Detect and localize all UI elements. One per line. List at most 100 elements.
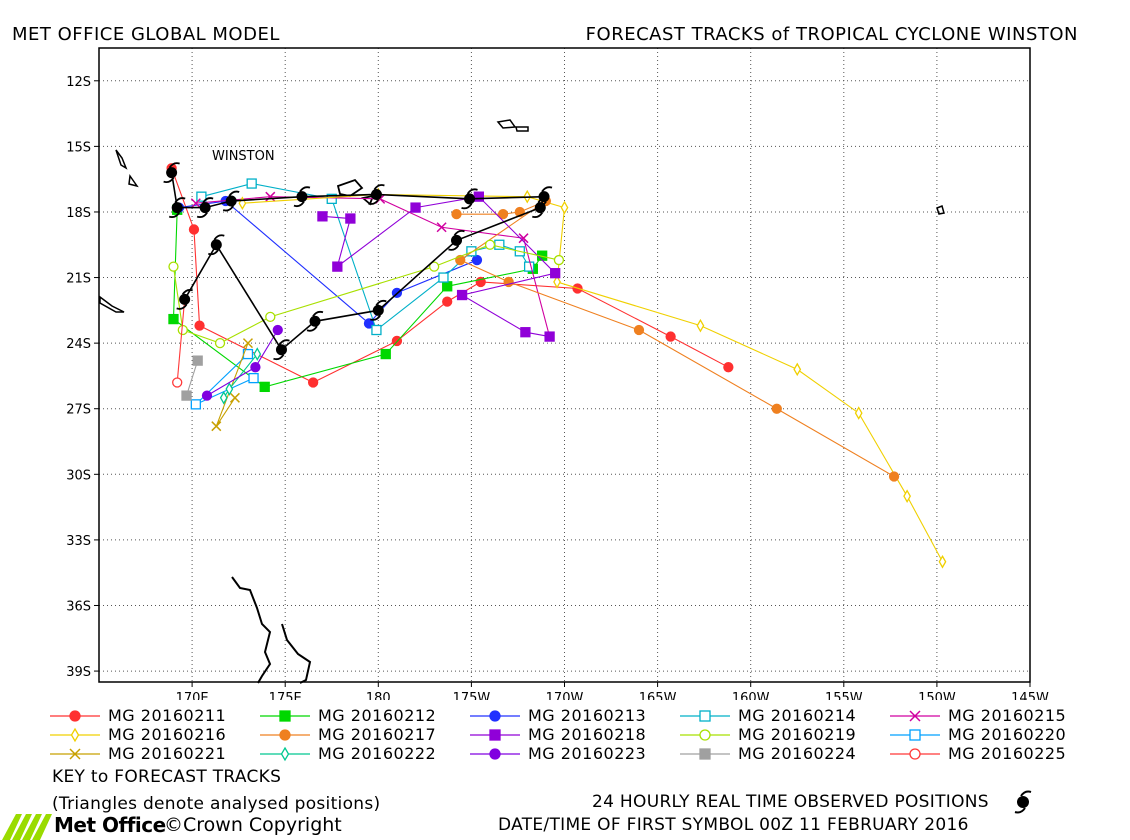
legend-label: MG 20160221 — [108, 744, 227, 763]
lat-tick-label: 21S — [66, 272, 91, 287]
lat-tick-label: 27S — [66, 403, 91, 418]
observed-position-marker — [461, 188, 478, 210]
axis-labels: 170E 175E 180 175W 170W 165W 160W 155W 150W 145W 1… — [66, 75, 1049, 700]
legend-swatch-icon — [260, 746, 310, 762]
track-marker — [214, 337, 226, 349]
forecast-track — [238, 187, 947, 569]
track-marker — [201, 390, 213, 401]
legend-marker — [280, 746, 290, 762]
coastline-fiji — [336, 178, 375, 206]
track-marker — [466, 246, 477, 257]
observed-positions-caption: 24 HOURLY REAL TIME OBSERVED POSITIONS — [592, 790, 1035, 814]
lon-tick-label: 165W — [639, 691, 677, 700]
legend-marker — [69, 748, 81, 760]
lat-tick-label: 24S — [66, 337, 91, 352]
track-marker — [246, 178, 257, 189]
legend-swatch-icon — [890, 729, 940, 741]
first-symbol-datetime: DATE/TIME OF FIRST SYMBOL 00Z 11 FEBRUAR… — [498, 815, 969, 835]
coastline-samoa — [496, 119, 529, 132]
track-line — [195, 196, 551, 337]
track-marker — [371, 324, 382, 336]
track-marker — [259, 381, 270, 393]
lat-tick-label: 15S — [66, 140, 91, 155]
observed-position-marker — [168, 197, 186, 218]
legend-label: MG 20160219 — [738, 725, 857, 744]
observed-position-marker — [532, 197, 549, 218]
observed-position-marker — [273, 339, 290, 361]
observed-position-marker — [306, 310, 324, 332]
track-marker — [190, 198, 201, 209]
storm-label: WINSTON — [212, 149, 275, 164]
legend-marker — [909, 748, 921, 760]
forecast-track — [317, 191, 561, 342]
track-marker — [410, 202, 421, 213]
track-marker — [442, 281, 453, 292]
legend-marker — [489, 748, 501, 760]
track-marker — [194, 320, 205, 331]
track-marker — [473, 191, 484, 202]
legend-label: MG 20160213 — [528, 706, 647, 725]
track-marker — [345, 213, 356, 224]
track-marker — [544, 331, 555, 342]
legend-marker — [699, 748, 711, 760]
track-marker — [456, 289, 468, 301]
track-marker — [188, 224, 200, 235]
legend-key-title: KEY to FORECAST TRACKS — [52, 767, 282, 787]
coastline-vanuatu-2 — [128, 173, 139, 188]
track-marker — [211, 421, 222, 432]
chart-title-left: MET OFFICE GLOBAL MODEL — [12, 24, 280, 45]
track-marker — [317, 211, 328, 222]
coastline-new-zealand-east — [281, 623, 312, 684]
observed-position-marker — [222, 190, 240, 212]
legend-label: MG 20160223 — [528, 744, 647, 763]
track-marker — [380, 348, 391, 360]
track-marker — [168, 261, 179, 272]
legend-swatch-icon — [470, 748, 520, 760]
track-marker — [326, 193, 337, 204]
legend-marker — [909, 710, 921, 722]
forecast-track — [181, 355, 203, 401]
legend-label: MG 20160212 — [318, 706, 437, 725]
track-marker — [520, 327, 531, 338]
track-marker — [172, 377, 183, 388]
legend-swatch-icon — [890, 710, 940, 722]
forecast-track — [219, 347, 262, 405]
observed-position-marker — [293, 186, 311, 208]
legend-swatch-icon — [680, 710, 730, 722]
observed-position-marker — [176, 289, 193, 310]
legend-marker — [279, 710, 291, 722]
track-marker — [523, 261, 535, 272]
track-marker — [248, 372, 259, 384]
track-marker — [903, 489, 912, 503]
forecast-track — [201, 324, 283, 401]
track-marker — [429, 261, 440, 272]
observed-position-marker — [370, 299, 387, 321]
forecast-track-map: 170E 175E 180 175W 170W 165W 160W 155W 150W 145W 1… — [66, 47, 1049, 700]
track-marker — [888, 471, 900, 482]
track-line — [185, 360, 199, 396]
track-line — [176, 299, 186, 383]
legend-label: MG 20160220 — [948, 725, 1067, 744]
legend-marker — [489, 729, 501, 741]
legend-swatch-icon — [890, 748, 940, 760]
track-marker — [696, 318, 705, 333]
lon-tick-label: 180 — [366, 691, 391, 700]
lat-tick-label: 36S — [66, 599, 91, 614]
track-marker — [196, 191, 207, 202]
legend-marker — [699, 729, 711, 741]
copyright-text: ©Crown Copyright — [164, 814, 342, 836]
legend-label: MG 20160216 — [108, 725, 227, 744]
lat-tick-label: 33S — [66, 534, 91, 549]
legend-swatch-icon — [680, 748, 730, 760]
track-marker — [265, 191, 276, 202]
legend-marker — [489, 710, 501, 722]
track-marker — [665, 331, 676, 342]
met-office-logo-icon — [2, 814, 52, 840]
track-line — [172, 244, 560, 344]
track-marker — [560, 200, 569, 215]
lon-tick-label: 170E — [176, 691, 209, 700]
track-marker — [451, 209, 462, 220]
lon-tick-label: 150W — [918, 691, 956, 700]
legend-label: MG 20160222 — [318, 744, 437, 763]
track-marker — [192, 355, 203, 366]
